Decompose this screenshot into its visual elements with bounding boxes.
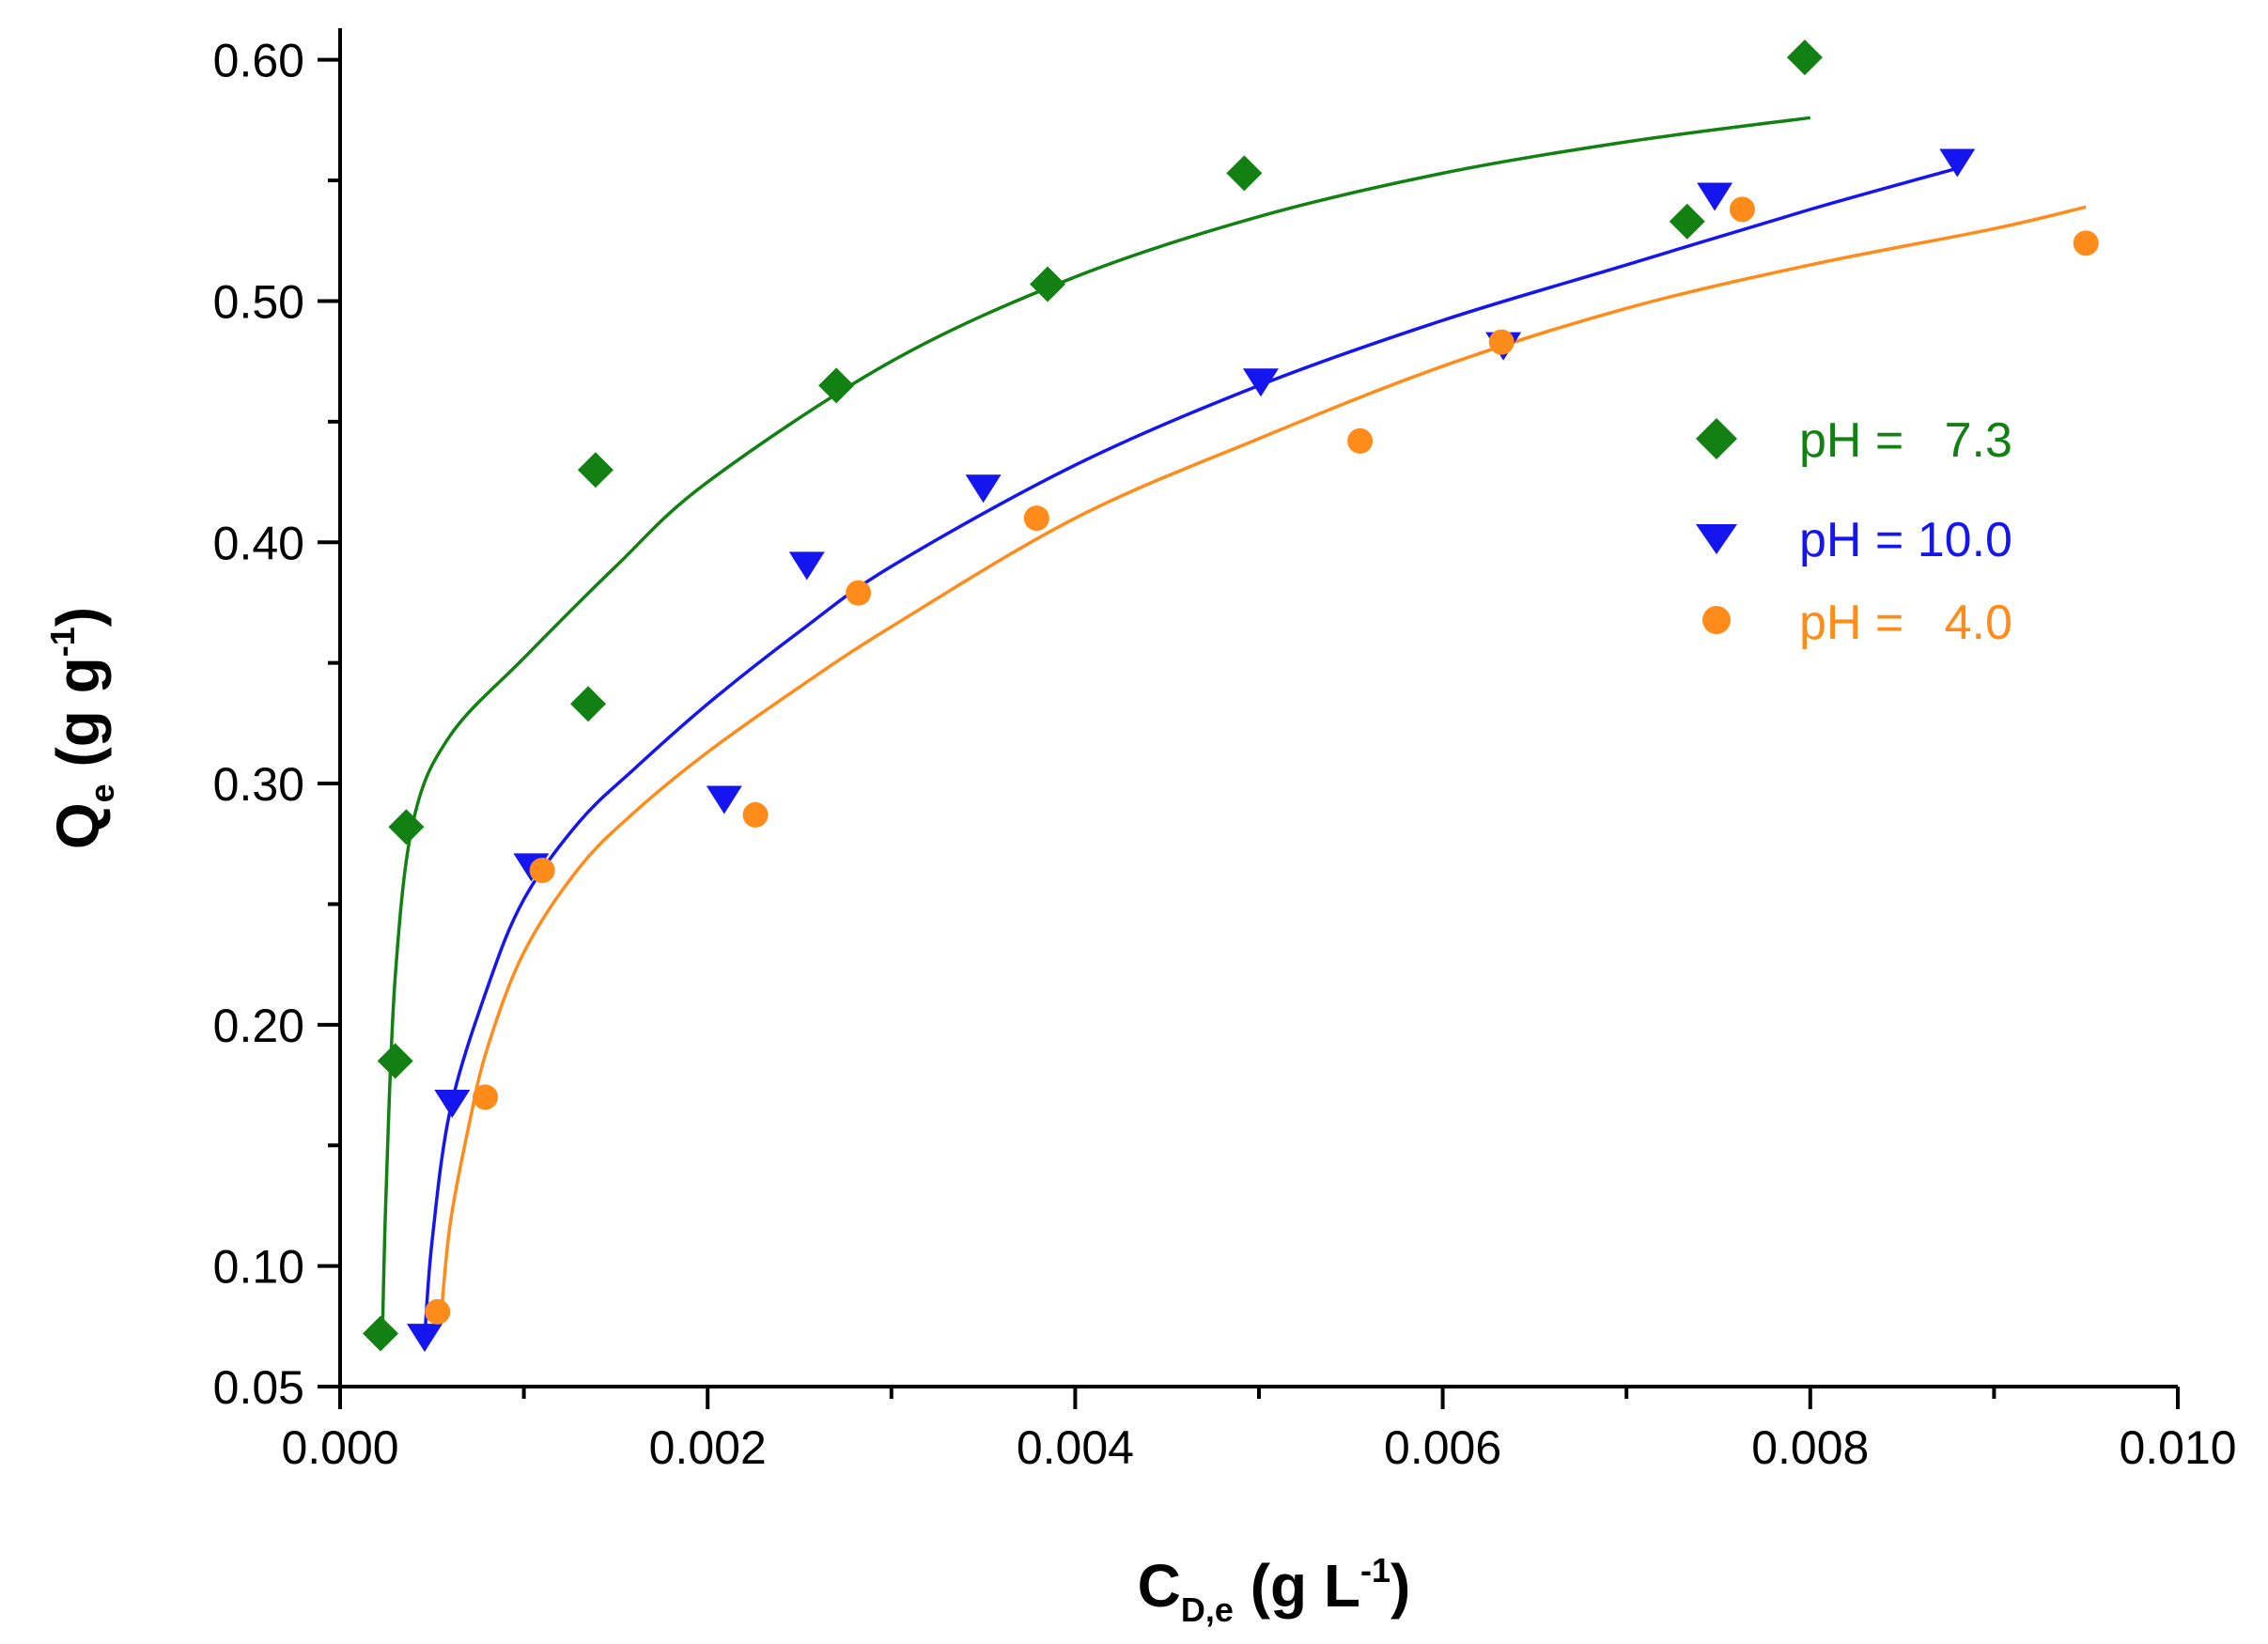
data-point-triangle-down xyxy=(1242,368,1279,397)
x-axis-title-close: ) xyxy=(1390,1552,1410,1620)
data-point-circle xyxy=(846,580,872,606)
data-point-diamond xyxy=(363,1315,399,1352)
data-point-diamond xyxy=(1786,39,1823,76)
legend-label-ph-10-0: pH = 10.0 xyxy=(1799,513,2012,567)
x-tick-label: 0.004 xyxy=(1017,1421,1134,1474)
data-point-diamond xyxy=(1669,203,1705,240)
legend-marker-triangle-down xyxy=(1696,524,1737,554)
data-point-triangle-down xyxy=(406,1324,443,1353)
x-axis-title-main: C xyxy=(1138,1552,1181,1620)
y-axis-title-sup: -1 xyxy=(43,627,82,657)
data-point-triangle-down xyxy=(965,474,1002,504)
y-tick-label: 0.40 xyxy=(213,517,304,569)
legend: pH = 7.3 pH = 10.0 pH = 4.0 xyxy=(1696,413,2012,650)
y-axis-title-close: ) xyxy=(44,607,112,627)
axes: 0.000 0.002 0.004 0.006 0.008 0.010 0.05 0.10 0.… xyxy=(213,28,2237,1474)
data-point-circle xyxy=(529,857,555,883)
legend-label-ph-7-3: pH = 7.3 xyxy=(1799,413,2012,468)
data-point-circle xyxy=(425,1298,451,1325)
data-points xyxy=(363,39,2099,1353)
x-tick-label: 0.010 xyxy=(2119,1421,2236,1474)
data-point-circle xyxy=(1023,505,1049,532)
x-axis-title-unit: (g L xyxy=(1234,1552,1360,1620)
legend-marker-diamond xyxy=(1696,418,1737,459)
data-point-circle xyxy=(1347,427,1374,454)
y-axis-title: Qe (g g-1) xyxy=(43,607,121,849)
fit-curve-series-0 xyxy=(381,116,1811,1339)
data-point-diamond xyxy=(377,1043,413,1079)
y-tick-label: 0.05 xyxy=(213,1361,304,1414)
y-tick-label: 0.20 xyxy=(213,1000,304,1052)
fit-curves xyxy=(381,116,2087,1339)
fit-curve-series-1 xyxy=(423,166,1958,1339)
x-tick-label: 0.000 xyxy=(281,1421,398,1474)
data-point-triangle-down xyxy=(788,551,825,581)
legend-entry-ph-4-0: pH = 4.0 xyxy=(1702,596,2012,650)
data-point-circle xyxy=(473,1084,499,1110)
data-point-triangle-down xyxy=(434,1089,471,1118)
data-point-circle xyxy=(2073,230,2099,256)
data-point-diamond xyxy=(1030,266,1066,302)
data-point-diamond xyxy=(1226,155,1263,192)
data-point-diamond xyxy=(388,809,425,845)
y-axis-title-main: Q xyxy=(44,802,112,849)
legend-marker-circle xyxy=(1702,606,1731,634)
x-axis-title: CD,e (g L-1) xyxy=(1138,1551,1411,1629)
y-axis-title-unit: (g g xyxy=(44,657,112,783)
x-axis-title-sub: D,e xyxy=(1181,1590,1234,1629)
x-tick-label: 0.006 xyxy=(1384,1421,1501,1474)
fit-curve-series-2 xyxy=(439,205,2087,1315)
legend-entry-ph-7-3: pH = 7.3 xyxy=(1696,413,2012,468)
y-tick-label: 0.50 xyxy=(213,275,304,328)
y-tick-label: 0.30 xyxy=(213,758,304,811)
y-tick-label: 0.10 xyxy=(213,1241,304,1294)
data-point-circle xyxy=(742,801,769,828)
data-point-triangle-down xyxy=(1697,182,1733,211)
x-tick-label: 0.002 xyxy=(649,1421,767,1474)
data-point-circle xyxy=(1488,329,1515,355)
x-axis-title-sup: -1 xyxy=(1360,1551,1390,1590)
legend-entry-ph-10-0: pH = 10.0 xyxy=(1696,513,2012,567)
data-point-circle xyxy=(1729,196,1755,223)
x-tick-label: 0.008 xyxy=(1751,1421,1869,1474)
data-point-diamond xyxy=(570,686,607,722)
legend-label-ph-4-0: pH = 4.0 xyxy=(1799,596,2012,650)
data-point-diamond xyxy=(577,452,614,489)
data-point-diamond xyxy=(818,367,855,404)
y-tick-label: 0.60 xyxy=(213,35,304,87)
y-axis-title-sub: e xyxy=(83,783,121,802)
data-point-triangle-down xyxy=(706,785,742,814)
data-point-triangle-down xyxy=(1939,148,1976,178)
